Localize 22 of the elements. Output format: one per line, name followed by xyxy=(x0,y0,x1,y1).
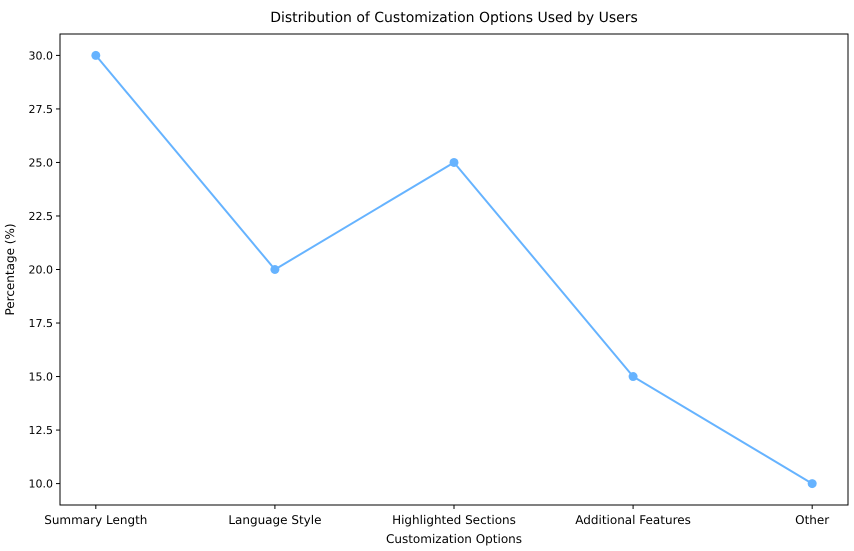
point xyxy=(450,158,458,167)
y-tick-label: 12.5 xyxy=(28,424,53,437)
x-tick-label: Language Style xyxy=(228,513,322,527)
x-axis-title: Customization Options xyxy=(386,532,522,546)
point xyxy=(270,265,280,274)
y-tick-label: 25.0 xyxy=(28,156,53,170)
x-tick-label: Highlighted Sections xyxy=(392,513,516,527)
chart-title: Distribution of Customization Options Used by Users xyxy=(270,10,638,26)
y-tick-label: 22.5 xyxy=(28,210,53,223)
x-tick-label: Additional Features xyxy=(575,513,691,527)
y-tick-label: 27.5 xyxy=(28,102,53,116)
y-axis-title: Percentage (%) xyxy=(3,223,17,316)
point xyxy=(628,372,638,382)
x-tick-label: Summary Length xyxy=(44,513,148,527)
y-tick-label: 10.0 xyxy=(28,477,53,490)
point xyxy=(91,50,100,60)
x-tick-label: Other xyxy=(795,513,830,527)
y-tick-label: 30.0 xyxy=(28,49,53,62)
point xyxy=(808,479,817,488)
y-tick-label: 17.5 xyxy=(28,316,53,330)
y-tick-label: 20.0 xyxy=(28,263,53,276)
y-tick-label: 15.0 xyxy=(28,370,53,384)
